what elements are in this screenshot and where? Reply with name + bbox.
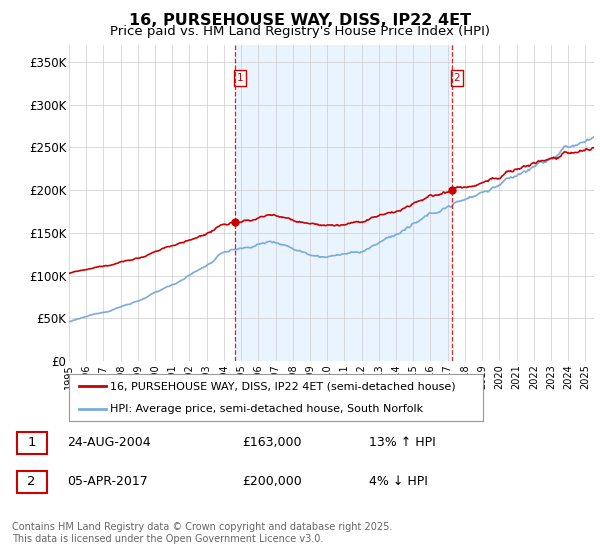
Text: 16, PURSEHOUSE WAY, DISS, IP22 4ET (semi-detached house): 16, PURSEHOUSE WAY, DISS, IP22 4ET (semi…	[110, 381, 456, 391]
Text: Contains HM Land Registry data © Crown copyright and database right 2025.
This d: Contains HM Land Registry data © Crown c…	[12, 522, 392, 544]
Text: £163,000: £163,000	[242, 436, 302, 449]
Text: 1: 1	[236, 73, 243, 83]
Text: £200,000: £200,000	[242, 475, 302, 488]
FancyBboxPatch shape	[17, 471, 47, 493]
Text: 4% ↓ HPI: 4% ↓ HPI	[369, 475, 428, 488]
Text: 1: 1	[28, 436, 36, 449]
Text: 16, PURSEHOUSE WAY, DISS, IP22 4ET: 16, PURSEHOUSE WAY, DISS, IP22 4ET	[129, 13, 471, 29]
Text: Price paid vs. HM Land Registry's House Price Index (HPI): Price paid vs. HM Land Registry's House …	[110, 25, 490, 38]
Text: 24-AUG-2004: 24-AUG-2004	[67, 436, 151, 449]
Text: 2: 2	[454, 73, 460, 83]
Text: 13% ↑ HPI: 13% ↑ HPI	[369, 436, 436, 449]
FancyBboxPatch shape	[17, 432, 47, 454]
Text: 2: 2	[28, 475, 36, 488]
Text: 05-APR-2017: 05-APR-2017	[67, 475, 148, 488]
Text: HPI: Average price, semi-detached house, South Norfolk: HPI: Average price, semi-detached house,…	[110, 404, 424, 414]
Bar	[235, 45, 452, 361]
